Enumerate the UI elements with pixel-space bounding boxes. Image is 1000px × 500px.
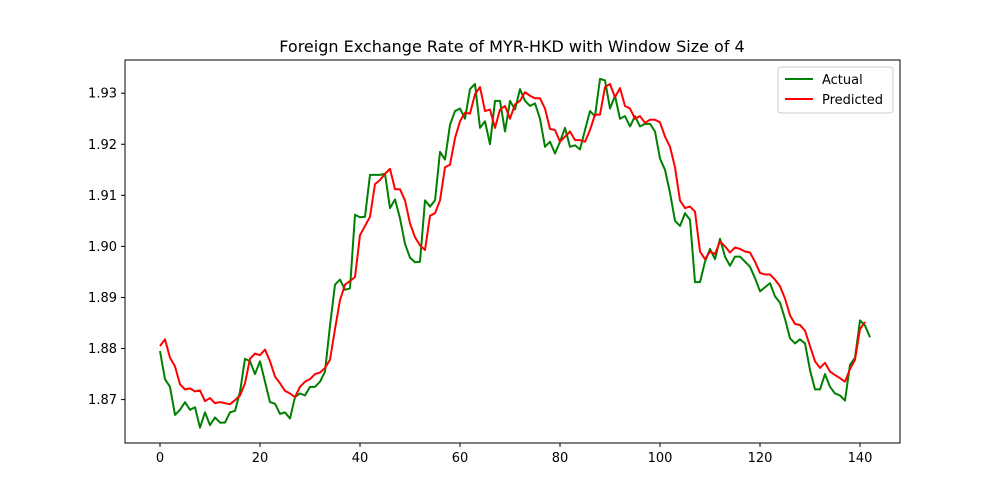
y-tick-label: 1.89 <box>88 291 117 306</box>
chart-title: Foreign Exchange Rate of MYR-HKD with Wi… <box>279 37 744 56</box>
x-tick-label: 140 <box>848 451 873 466</box>
y-tick-label: 1.88 <box>88 342 117 357</box>
plot-frame <box>124 59 901 444</box>
x-tick-label: 80 <box>552 451 569 466</box>
series-line-predicted <box>159 83 866 406</box>
x-tick-label: 100 <box>648 451 673 466</box>
legend-label-actual: Actual <box>822 73 863 88</box>
legend: Actual Predicted <box>777 66 894 114</box>
y-tick-label: 1.93 <box>88 87 117 102</box>
x-tick-label: 120 <box>748 451 773 466</box>
legend-label-predicted: Predicted <box>822 93 883 108</box>
x-tick-label: 40 <box>352 451 369 466</box>
y-tick-label: 1.91 <box>88 189 117 204</box>
y-tick-label: 1.87 <box>88 393 117 408</box>
x-tick-label: 20 <box>252 451 269 466</box>
series-lines <box>159 77 871 429</box>
x-tick-label: 0 <box>156 451 164 466</box>
axis-ticks: 0 20 40 60 80 100 120 140 1.87 1.88 1.89 1.90 1.91 1.… <box>88 87 872 466</box>
x-tick-label: 60 <box>452 451 469 466</box>
y-tick-label: 1.90 <box>88 240 117 255</box>
y-tick-label: 1.92 <box>88 138 117 153</box>
series-line-actual <box>159 77 871 429</box>
